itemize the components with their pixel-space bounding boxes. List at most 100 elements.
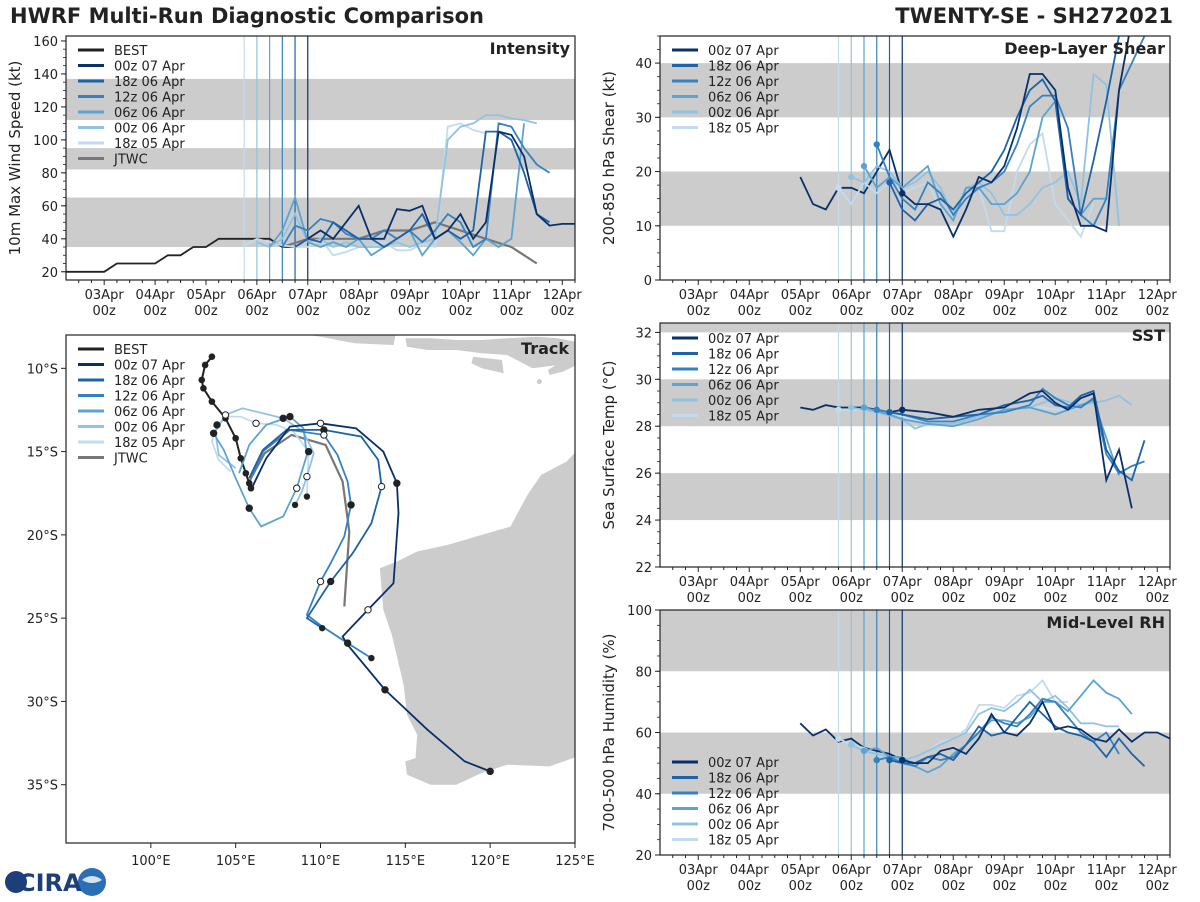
shear-x-tick-sublabel: 00z (891, 304, 915, 319)
sst-x-tick-label: 03Apr (679, 575, 719, 590)
intensity-legend-label: 18z 06 Apr (114, 75, 185, 90)
rh-x-tick-label: 07Apr (883, 863, 923, 878)
track-point (364, 606, 372, 614)
rh-x-tick-label: 08Apr (934, 863, 974, 878)
shear-series-line (901, 36, 1130, 239)
track-point (279, 414, 287, 422)
sst-x-tick-label: 10Apr (1036, 575, 1076, 590)
sst-y-tick-label: 30 (635, 373, 652, 388)
sst-x-tick-sublabel: 00z (789, 591, 813, 606)
intensity-x-tick-sublabel: 00z (92, 304, 116, 319)
sst-series-line (889, 389, 1146, 482)
rh-x-tick-sublabel: 00z (840, 879, 864, 894)
track-legend-label: 00z 06 Apr (114, 421, 185, 436)
sst-y-axis-label: Sea Surface Temp (°C) (600, 360, 618, 529)
sst-legend-label: 18z 06 Apr (708, 348, 779, 363)
rote-island (536, 379, 542, 385)
intensity-y-tick-label: 80 (41, 167, 58, 182)
track-point (316, 419, 325, 427)
track-point (381, 686, 389, 694)
intensity-x-tick-sublabel: 00z (194, 304, 218, 319)
track-x-tick-label: 100°E (131, 854, 171, 869)
intensity-x-tick-label: 11Apr (492, 288, 532, 303)
track-legend-label: 18z 06 Apr (114, 374, 185, 389)
track-end-point (210, 430, 217, 437)
track-point (293, 484, 301, 492)
shear-x-tick-sublabel: 00z (1044, 304, 1068, 319)
intensity-y-tick-label: 40 (41, 233, 58, 248)
intensity-x-tick-sublabel: 00z (449, 304, 473, 319)
sst-shade-band (660, 473, 1170, 521)
intensity-x-tick-sublabel: 00z (245, 304, 269, 319)
intensity-x-tick-label: 07Apr (288, 288, 328, 303)
track-x-tick-label: 120°E (470, 854, 510, 869)
lesser-sunda-islands (405, 336, 575, 369)
track-point (320, 431, 328, 439)
intensity-x-tick-label: 03Apr (85, 288, 125, 303)
sst-x-tick-sublabel: 00z (993, 591, 1017, 606)
rh-x-tick-sublabel: 00z (1095, 879, 1119, 894)
track-y-tick-label: 35°S (27, 779, 58, 794)
intensity-y-tick-label: 20 (41, 266, 58, 281)
rh-init-point (835, 735, 842, 742)
rh-init-point (886, 756, 893, 764)
track-point (213, 421, 221, 429)
sst-x-tick-label: 05Apr (781, 575, 821, 590)
rh-x-tick-label: 12Apr (1138, 863, 1178, 878)
sst-x-tick-label: 08Apr (934, 575, 974, 590)
track-y-tick-label: 25°S (27, 612, 58, 627)
sst-y-tick-label: 32 (635, 326, 652, 341)
intensity-shade-band (66, 148, 575, 170)
intensity-y-tick-label: 100 (33, 134, 58, 149)
intensity-x-tick-sublabel: 00z (347, 304, 371, 319)
intensity-y-tick-label: 60 (41, 200, 58, 215)
rh-legend-label: 00z 06 Apr (708, 818, 779, 833)
logo-globe-icon (5, 871, 27, 893)
shear-y-axis-label: 200-850 hPa Shear (kt) (600, 71, 618, 245)
track-legend-label: 12z 06 Apr (114, 390, 185, 405)
sst-legend-label: 00z 06 Apr (708, 394, 779, 409)
track-end-point (368, 654, 375, 662)
rh-series-line (889, 700, 1146, 767)
track-best-point (237, 454, 245, 462)
sst-series-line (902, 390, 1133, 509)
rh-legend-label: 00z 07 Apr (708, 756, 779, 771)
shear-x-tick-label: 06Apr (832, 288, 872, 303)
shear-legend-label: 06z 06 Apr (708, 91, 779, 106)
sst-panel: 03Apr00z04Apr00z05Apr00z06Apr00z07Apr00z… (600, 322, 1177, 606)
shear-legend-label: 18z 05 Apr (708, 122, 779, 137)
intensity-legend-label: 00z 07 Apr (114, 60, 185, 75)
intensity-series-line (256, 114, 538, 249)
shear-x-tick-label: 10Apr (1036, 288, 1076, 303)
intensity-panel-title: Intensity (490, 39, 571, 58)
rh-x-tick-label: 03Apr (679, 863, 719, 878)
rh-legend-label: 18z 05 Apr (708, 834, 779, 849)
sst-x-tick-label: 04Apr (730, 575, 770, 590)
track-best-point (242, 469, 250, 477)
sst-x-tick-label: 09Apr (985, 575, 1025, 590)
java-island (308, 335, 396, 345)
sst-y-tick-label: 24 (635, 514, 652, 529)
sst-plot-area (660, 323, 1170, 567)
rh-legend-label: 12z 06 Apr (708, 787, 779, 802)
timor-island (547, 355, 575, 375)
intensity-x-tick-label: 05Apr (186, 288, 226, 303)
intensity-legend-label: BEST (114, 44, 147, 59)
rh-x-tick-sublabel: 00z (738, 879, 762, 894)
sst-x-tick-sublabel: 00z (891, 591, 915, 606)
rh-y-tick-label: 100 (627, 604, 652, 619)
shear-x-tick-sublabel: 00z (993, 304, 1017, 319)
track-jtwc-line (248, 433, 351, 607)
rh-y-tick-label: 40 (635, 788, 652, 803)
sumba-island (471, 356, 504, 374)
shear-series-line (850, 72, 1120, 226)
track-x-tick-label: 105°E (216, 854, 256, 869)
intensity-series-line (294, 130, 550, 249)
rh-x-tick-label: 06Apr (832, 863, 872, 878)
track-end-point (486, 768, 494, 775)
logo-text: CIRA (18, 869, 82, 897)
track-series-line (248, 429, 383, 629)
shear-x-tick-label: 11Apr (1087, 288, 1127, 303)
sst-init-point (835, 406, 842, 414)
